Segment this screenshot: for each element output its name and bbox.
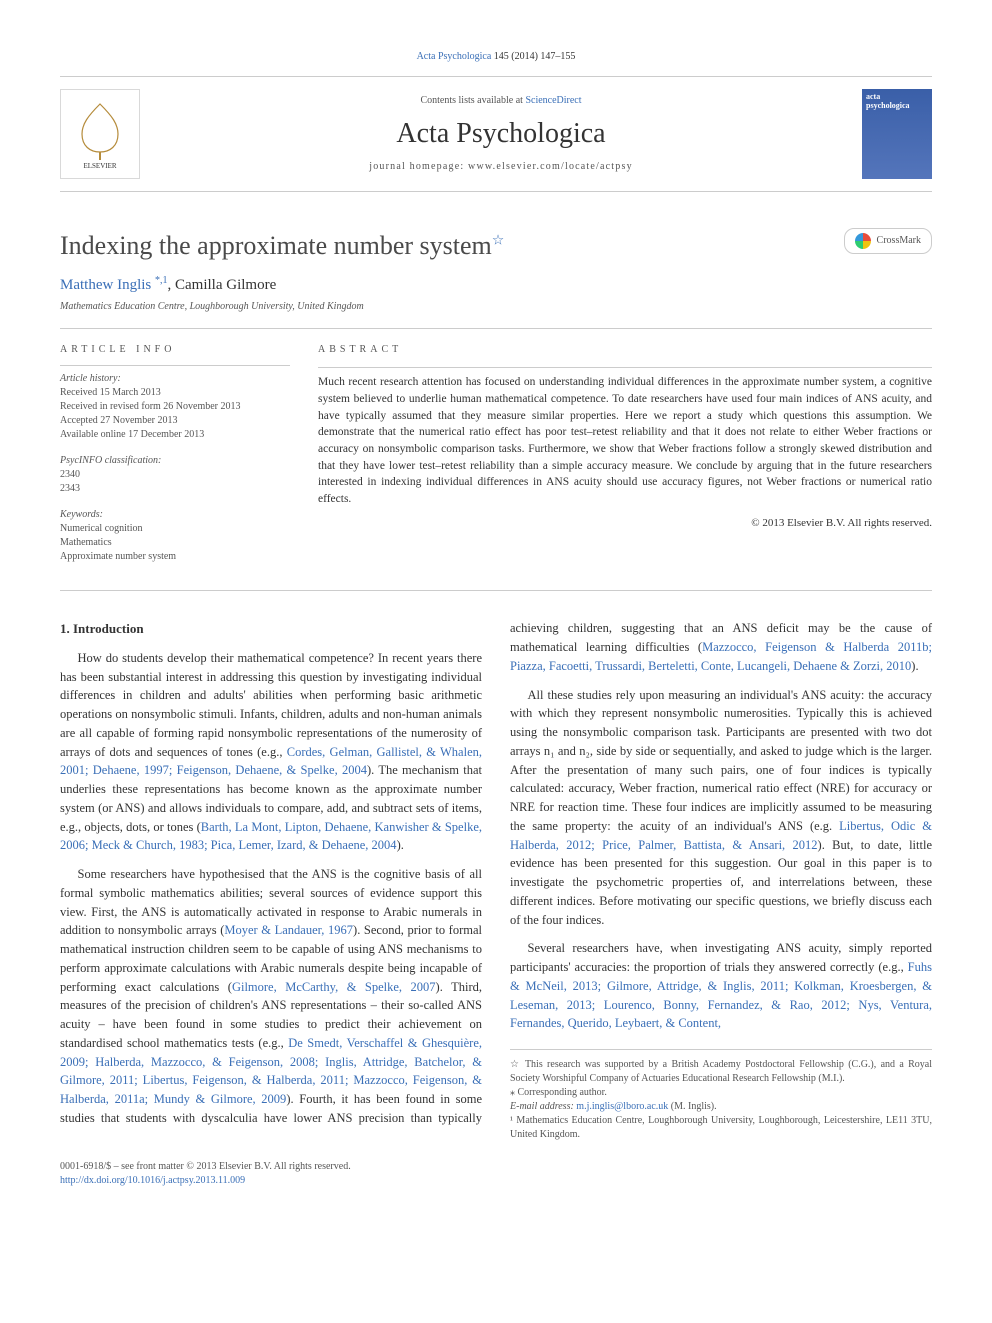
doi-link[interactable]: http://dx.doi.org/10.1016/j.actpsy.2013.… <box>60 1175 245 1186</box>
elsevier-tree-icon: ELSEVIER <box>68 98 132 170</box>
keywords-label: Keywords: <box>60 508 290 522</box>
history-line: Accepted 27 November 2013 <box>60 414 290 428</box>
footnote-address: ¹ Mathematics Education Centre, Loughbor… <box>510 1114 932 1142</box>
section-heading-1: 1. Introduction <box>60 619 482 639</box>
masthead-center: Contents lists available at ScienceDirec… <box>156 94 846 173</box>
journal-homepage-line: journal homepage: www.elsevier.com/locat… <box>156 160 846 174</box>
keyword: Approximate number system <box>60 550 290 564</box>
contents-prefix: Contents lists available at <box>420 95 525 106</box>
p2-f: ). <box>911 659 918 673</box>
psycinfo-block: PsycINFO classification: 2340 2343 <box>60 454 290 496</box>
authors-line: Matthew Inglis *,1, Camilla Gilmore <box>60 274 932 296</box>
contents-available-line: Contents lists available at ScienceDirec… <box>156 94 846 108</box>
body-para-3: All these studies rely upon measuring an… <box>510 686 932 930</box>
keywords-block: Keywords: Numerical cognition Mathematic… <box>60 508 290 564</box>
psycinfo-label: PsycINFO classification: <box>60 454 290 468</box>
email-tail: (M. Inglis). <box>668 1101 716 1112</box>
p4-a: Several researchers have, when investiga… <box>510 941 932 974</box>
issn-line: 0001-6918/$ – see front matter © 2013 El… <box>60 1160 932 1174</box>
body-para-4: Several researchers have, when investiga… <box>510 939 932 1033</box>
info-abstract-row: ARTICLE INFO Article history: Received 1… <box>60 343 932 576</box>
body-columns: 1. Introduction How do students develop … <box>60 619 932 1142</box>
rule-below-abs <box>60 590 932 591</box>
email-link[interactable]: m.j.inglis@lboro.ac.uk <box>576 1101 668 1112</box>
keyword: Mathematics <box>60 536 290 550</box>
history-line: Received in revised form 26 November 201… <box>60 400 290 414</box>
footnote-corresponding: ⁎ Corresponding author. <box>510 1086 932 1100</box>
journal-cover-thumb: acta psychologica <box>862 89 932 179</box>
crossmark-icon <box>855 233 871 249</box>
author-1-sup[interactable]: *,1 <box>155 275 168 286</box>
email-label: E-mail address: <box>510 1101 576 1112</box>
psycinfo-code: 2340 <box>60 468 290 482</box>
rule-info-1 <box>60 365 290 366</box>
sciencedirect-link[interactable]: ScienceDirect <box>525 95 581 106</box>
rule-abs-1 <box>318 367 932 368</box>
elsevier-logo: ELSEVIER <box>60 89 140 179</box>
body-para-1: How do students develop their mathematic… <box>60 649 482 855</box>
keyword: Numerical cognition <box>60 522 290 536</box>
paper-title: Indexing the approximate number system☆ <box>60 228 932 264</box>
paper-title-text: Indexing the approximate number system <box>60 231 492 260</box>
abstract-text: Much recent research attention has focus… <box>318 374 932 507</box>
citation-link[interactable]: Moyer & Landauer, 1967 <box>224 923 353 937</box>
running-head-citation: 145 (2014) 147–155 <box>491 51 575 62</box>
p1-c: ). <box>397 838 404 852</box>
crossmark-badge[interactable]: CrossMark <box>844 228 932 254</box>
running-head-journal-link[interactable]: Acta Psychologica <box>417 51 492 62</box>
crossmark-label: CrossMark <box>877 234 921 248</box>
cover-title-line2: psychologica <box>866 102 928 111</box>
citation-link[interactable]: Gilmore, McCarthy, & Spelke, 2007 <box>232 980 436 994</box>
history-label: Article history: <box>60 372 290 386</box>
affiliation: Mathematics Education Centre, Loughborou… <box>60 300 932 314</box>
footnotes: ☆ This research was supported by a Briti… <box>510 1049 932 1142</box>
p1-a: How do students develop their mathematic… <box>60 651 482 759</box>
article-info-col: ARTICLE INFO Article history: Received 1… <box>60 343 290 576</box>
p3-a: All these studies rely upon measuring an… <box>510 688 932 833</box>
article-info-heading: ARTICLE INFO <box>60 343 290 357</box>
author-1-link[interactable]: Matthew Inglis <box>60 277 151 293</box>
history-line: Received 15 March 2013 <box>60 386 290 400</box>
abstract-copyright: © 2013 Elsevier B.V. All rights reserved… <box>318 516 932 531</box>
running-head: Acta Psychologica 145 (2014) 147–155 <box>60 50 932 64</box>
journal-name: Acta Psychologica <box>156 114 846 153</box>
history-line: Available online 17 December 2013 <box>60 428 290 442</box>
page: Acta Psychologica 145 (2014) 147–155 ELS… <box>0 0 992 1228</box>
title-footnote-star[interactable]: ☆ <box>492 233 505 248</box>
author-2: , Camilla Gilmore <box>168 277 277 293</box>
article-header: CrossMark Indexing the approximate numbe… <box>60 228 932 314</box>
footnote-funding: ☆ This research was supported by a Briti… <box>510 1058 932 1086</box>
masthead: ELSEVIER Contents lists available at Sci… <box>60 76 932 192</box>
footnote-email: E-mail address: m.j.inglis@lboro.ac.uk (… <box>510 1100 932 1114</box>
abstract-heading: ABSTRACT <box>318 343 932 357</box>
abstract-col: ABSTRACT Much recent research attention … <box>318 343 932 576</box>
psycinfo-code: 2343 <box>60 482 290 496</box>
svg-text:ELSEVIER: ELSEVIER <box>83 162 116 170</box>
rule-top <box>60 328 932 329</box>
history-block: Article history: Received 15 March 2013 … <box>60 372 290 442</box>
page-footer: 0001-6918/$ – see front matter © 2013 El… <box>60 1160 932 1188</box>
